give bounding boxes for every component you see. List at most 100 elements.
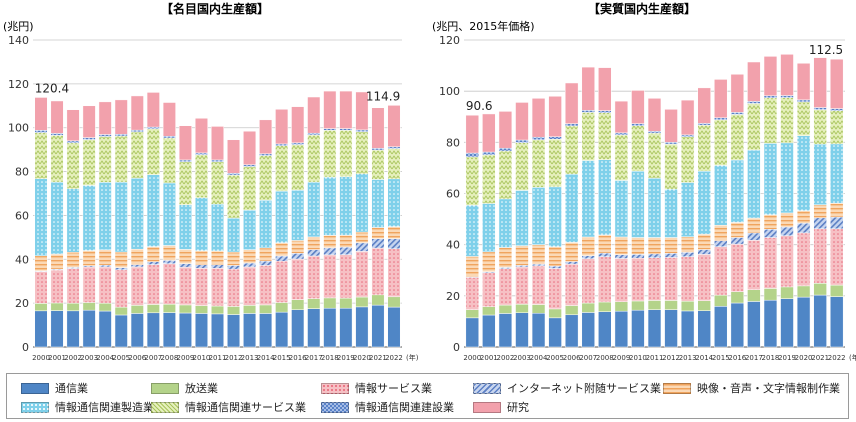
real-bar-relsvc-2017 — [747, 103, 761, 151]
legend-item-media: 映像・音声・文字情報制作業 — [663, 380, 840, 396]
nominal-bar-mfg-2015 — [275, 190, 289, 244]
real-bar-relsvc-2000 — [465, 156, 479, 206]
nominal-bar-infoservice-2018 — [323, 254, 337, 299]
real-bar-broadcast-2011 — [647, 300, 662, 310]
real-xtick-label: 2013 — [679, 354, 697, 362]
nominal-bar-comm-2011 — [210, 313, 225, 348]
nominal-ytick-label: 40 — [15, 253, 29, 266]
nominal-bar-broadcast-2021 — [371, 294, 385, 306]
real-bar-comm-2017 — [747, 301, 761, 348]
nominal-bar-mfg-2010 — [194, 197, 208, 251]
real-bar-internet-2007 — [581, 255, 595, 259]
nominal-bar-comm-2010 — [194, 313, 208, 348]
legend-swatch-constr — [321, 401, 349, 413]
real-bar-relsvc-2009 — [614, 134, 629, 181]
legend-item-infoservice: 情報サービス業 — [321, 380, 432, 396]
chart-title-nominal: 【名目国内生産額】 — [161, 1, 269, 16]
nominal-bar-infoservice-2008 — [162, 263, 176, 305]
nominal-bar-research-2007 — [146, 92, 160, 128]
real-bar-comm-2008 — [598, 311, 612, 348]
real-bar-relsvc-2012 — [664, 143, 678, 190]
nominal-bar-media-2001 — [50, 253, 64, 270]
real-bar-relsvc-2013 — [680, 136, 695, 183]
real-bar-research-2001 — [482, 113, 496, 153]
nominal-bar-internet-2014 — [259, 260, 273, 266]
legend-swatch-mfg — [21, 401, 49, 413]
nominal-bar-broadcast-2009 — [178, 304, 192, 314]
real-bar-relsvc-2018 — [763, 97, 778, 144]
nominal-xtick-label: 2007 — [144, 354, 162, 362]
legend: 通信業 放送業 情報サービス業 インターネット附随サービス業 映像・音声・文字情… — [6, 373, 849, 419]
real-bar-broadcast-2018 — [763, 288, 778, 301]
real-bar-research-2003 — [515, 102, 529, 141]
nominal-bar-research-2005 — [114, 99, 128, 135]
legend-swatch-media — [663, 382, 691, 394]
real-bar-media-2015 — [714, 224, 728, 241]
nominal-bar-constr-2021 — [371, 148, 385, 151]
real-bar-comm-2012 — [664, 309, 678, 348]
real-bar-infoservice-2016 — [730, 243, 745, 292]
real-bar-infoservice-2007 — [581, 258, 595, 304]
nominal-bar-constr-2020 — [355, 129, 369, 132]
real-bar-comm-2000 — [465, 317, 479, 348]
real-bar-constr-2002 — [498, 147, 513, 152]
nominal-bar-internet-2006 — [130, 264, 144, 268]
nominal-xtick-label: 2012 — [225, 354, 243, 362]
nominal-bar-broadcast-2017 — [307, 298, 321, 309]
legend-item-broadcast: 放送業 — [151, 380, 218, 396]
real-bar-relsvc-2019 — [780, 97, 794, 144]
nominal-bar-relsvc-2006 — [130, 131, 144, 179]
nominal-bar-comm-2003 — [82, 309, 96, 348]
nominal-bar-media-2011 — [210, 250, 225, 266]
nominal-xtick-label: 2011 — [209, 354, 227, 362]
real-bar-infoservice-2003 — [515, 266, 529, 305]
real-bar-relsvc-2011 — [647, 132, 662, 179]
real-ytick-label: 120 — [439, 34, 460, 47]
real-bar-comm-2018 — [763, 299, 778, 348]
nominal-bar-mfg-2004 — [98, 182, 112, 251]
legend-label-constr: 情報通信関連建設業 — [355, 401, 454, 414]
nominal-bar-mfg-2000 — [34, 178, 48, 257]
nominal-xtick-label: 2003 — [80, 354, 98, 362]
nominal-bar-infoservice-2007 — [146, 264, 160, 305]
nominal-bar-research-2019 — [339, 90, 353, 129]
real-bar-mfg-2008 — [598, 159, 612, 236]
real-bar-mfg-2003 — [515, 190, 529, 246]
real-bar-infoservice-2015 — [714, 246, 728, 296]
real-bar-infoservice-2008 — [598, 256, 612, 303]
nominal-bar-research-2009 — [178, 125, 192, 161]
real-bar-internet-2013 — [680, 252, 695, 257]
real-bar-media-2017 — [747, 217, 761, 234]
nominal-bar-constr-2008 — [162, 136, 176, 139]
nominal-bar-research-2001 — [50, 100, 64, 134]
nominal-bar-infoservice-2021 — [371, 247, 385, 296]
charts-canvas: 【名目国内生産額】 (兆円) 0204060801001201402000200… — [3, 1, 856, 362]
nominal-bar-constr-2004 — [98, 134, 112, 137]
nominal-bar-broadcast-2002 — [66, 302, 80, 312]
real-bar-internet-2005 — [548, 265, 562, 269]
real-xtick-label: 2016 — [728, 354, 746, 362]
nominal-bar-research-2004 — [98, 101, 112, 135]
nominal-bar-research-2010 — [194, 118, 208, 154]
real-bar-research-2008 — [598, 67, 612, 111]
real-bar-comm-2007 — [581, 312, 595, 348]
nominal-bar-comm-2018 — [323, 307, 337, 348]
real-bar-mfg-2010 — [631, 170, 645, 238]
legend-label-internet: インターネット附随サービス業 — [507, 382, 661, 395]
nominal-bar-internet-2011 — [210, 264, 225, 269]
real-bar-comm-2021 — [813, 294, 827, 348]
nominal-bar-relsvc-2004 — [98, 136, 112, 183]
nominal-xtick-label: 2014 — [257, 354, 275, 362]
real-ytick-label: 20 — [446, 290, 460, 303]
real-bar-broadcast-2021 — [813, 283, 827, 296]
real-bar-relsvc-2007 — [581, 112, 595, 161]
nominal-bar-constr-2016 — [291, 142, 305, 145]
real-bar-broadcast-2016 — [730, 291, 745, 304]
nominal-bar-mfg-2005 — [114, 181, 128, 253]
legend-label-relsvc: 情報通信関連サービス業 — [185, 401, 306, 414]
legend-label-mfg: 情報通信関連製造業 — [55, 401, 154, 414]
nominal-bar-constr-2022 — [387, 146, 401, 149]
nominal-bar-relsvc-2001 — [50, 135, 64, 183]
nominal-total-label-2022: 114.9 — [366, 89, 400, 103]
nominal-bar-constr-2000 — [34, 130, 48, 133]
